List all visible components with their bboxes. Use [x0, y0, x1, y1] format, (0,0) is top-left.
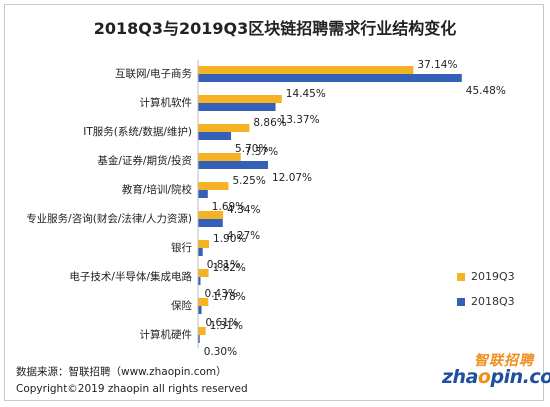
bar-2018q3-1 [198, 103, 276, 111]
category-label: 专业服务/咨询(财会/法律/人力资源) [26, 212, 192, 225]
data-label: 0.43% [204, 288, 237, 300]
data-source-note: 数据来源：智联招聘（www.zhaopin.com） [16, 366, 227, 378]
bar-2018q3-6 [198, 248, 203, 256]
data-label: 1.90% [213, 233, 246, 245]
zhaopin-logo: 智联招聘 zhaopin.com [442, 348, 550, 392]
data-label: 14.45% [286, 88, 326, 100]
bar-2019q3-9 [198, 327, 206, 335]
bar-2018q3-8 [198, 306, 202, 314]
category-label: 保险 [171, 299, 192, 312]
bar-2019q3-6 [198, 240, 210, 248]
category-label: 电子技术/半导体/集成电路 [69, 270, 192, 283]
data-label: 1.82% [213, 262, 246, 274]
bar-2019q3-1 [198, 95, 282, 103]
legend-swatch-2018 [457, 297, 465, 306]
bar-2018q3-2 [198, 132, 232, 140]
data-label: 5.70% [235, 143, 268, 155]
data-label: 45.48% [466, 85, 506, 97]
category-label: 教育/培训/院校 [122, 183, 193, 196]
category-label: 计算机硬件 [140, 328, 193, 341]
data-label: 37.14% [417, 59, 457, 71]
bar-2018q3-9 [198, 335, 200, 343]
legend-swatch-2019 [457, 272, 465, 281]
copyright-note: Copyright©2019 zhaopin all rights reserv… [16, 383, 248, 395]
data-label: 1.69% [212, 201, 245, 213]
data-label: 1.31% [210, 320, 243, 332]
category-label: 基金/证券/期货/投资 [97, 154, 192, 167]
bar-2018q3-7 [198, 277, 201, 285]
chart-title: 2018Q3与2019Q3区块链招聘需求行业结构变化 [93, 19, 457, 38]
data-label: 8.86% [253, 117, 286, 129]
data-label: 13.37% [280, 114, 320, 126]
logo-chinese-text: 智联招聘 [474, 353, 534, 369]
bar-2018q3-5 [198, 219, 223, 227]
category-label: 银行 [171, 241, 192, 254]
bar-2019q3-5 [198, 211, 224, 219]
bar-2019q3-2 [198, 124, 250, 132]
bar-2018q3-3 [198, 161, 269, 169]
legend-item-2018: 2018Q3 [457, 295, 515, 308]
legend-label-2018: 2018Q3 [471, 295, 515, 308]
data-label: 5.25% [232, 175, 265, 187]
category-label: 计算机软件 [140, 96, 193, 109]
data-label: 0.61% [206, 317, 239, 329]
data-label: 0.30% [204, 346, 237, 358]
bar-2019q3-4 [198, 182, 229, 190]
data-label: 4.34% [227, 204, 260, 216]
data-label: 0.81% [207, 259, 240, 271]
data-label: 1.78% [212, 291, 245, 303]
legend-label-2019: 2019Q3 [471, 270, 515, 283]
category-label: 互联网/电子商务 [115, 67, 193, 80]
legend-item-2019: 2019Q3 [457, 270, 515, 283]
data-label: 4.27% [227, 230, 260, 242]
bar-2019q3-8 [198, 298, 209, 306]
logo-english-text: zhaopin.com [442, 366, 550, 388]
category-label: IT服务(系统/数据/维护) [83, 125, 192, 138]
bar-2019q3-7 [198, 269, 209, 277]
bar-2018q3-4 [198, 190, 208, 198]
data-label: 12.07% [272, 172, 312, 184]
data-label: 7.37% [245, 146, 278, 158]
bar-2018q3-0 [198, 74, 462, 82]
bar-2019q3-0 [198, 66, 414, 74]
bar-2019q3-3 [198, 153, 241, 161]
